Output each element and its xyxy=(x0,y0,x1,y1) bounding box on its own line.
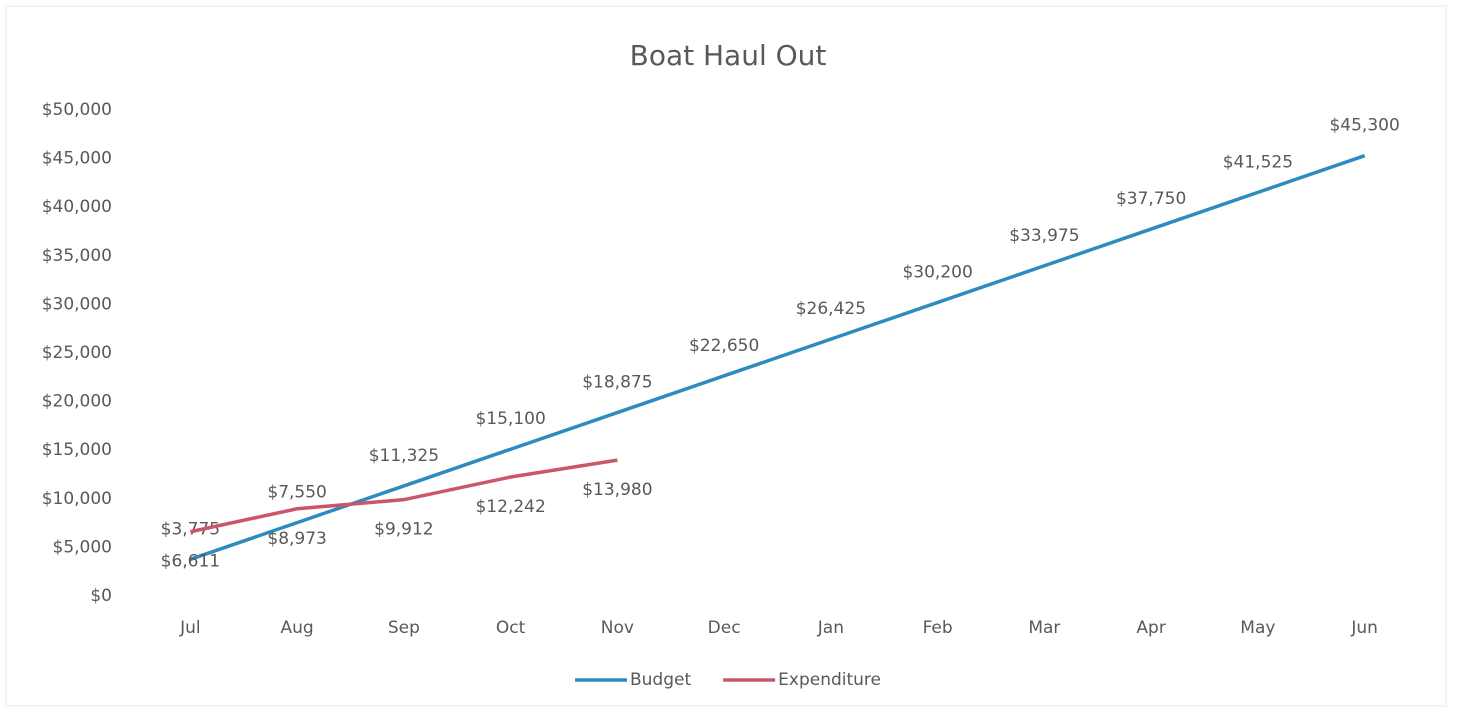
data-label: $30,200 xyxy=(902,262,972,282)
y-tick-label: $25,000 xyxy=(42,343,112,363)
y-tick-label: $50,000 xyxy=(42,100,112,120)
data-label: $12,242 xyxy=(475,497,545,517)
x-tick-label: Dec xyxy=(708,618,741,638)
y-tick-label: $40,000 xyxy=(42,197,112,217)
y-tick-label: $20,000 xyxy=(42,392,112,412)
data-label: $18,875 xyxy=(582,373,652,393)
line-budget xyxy=(189,154,1366,561)
data-label: $22,650 xyxy=(689,336,759,356)
legend-label: Expenditure xyxy=(778,670,881,690)
line-expenditure xyxy=(190,458,618,534)
x-tick-label: Nov xyxy=(601,618,634,638)
x-tick-label: May xyxy=(1240,618,1275,638)
x-tick-label: Jan xyxy=(817,618,844,638)
x-tick-label: Oct xyxy=(496,618,526,638)
data-label: $7,550 xyxy=(267,483,326,503)
data-label: $3,775 xyxy=(161,519,220,539)
y-tick-label: $45,000 xyxy=(42,149,112,169)
x-tick-label: Apr xyxy=(1136,618,1165,638)
data-label: $45,300 xyxy=(1329,116,1399,136)
data-label: $41,525 xyxy=(1223,152,1293,172)
legend-label: Budget xyxy=(630,670,691,690)
data-label: $8,973 xyxy=(267,529,326,549)
x-tick-label: Jun xyxy=(1350,618,1378,638)
data-label: $6,611 xyxy=(161,552,220,572)
x-tick-label: Jul xyxy=(179,618,201,638)
x-tick-label: Aug xyxy=(281,618,314,638)
y-tick-label: $5,000 xyxy=(53,537,112,557)
chart-frame xyxy=(5,5,1447,707)
chart-title: Boat Haul Out xyxy=(630,39,827,72)
y-tick-label: $10,000 xyxy=(42,489,112,509)
y-tick-label: $35,000 xyxy=(42,246,112,266)
data-label: $33,975 xyxy=(1009,226,1079,246)
x-tick-label: Feb xyxy=(923,618,953,638)
data-label: $13,980 xyxy=(582,480,652,500)
data-label: $15,100 xyxy=(475,409,545,429)
data-label: $37,750 xyxy=(1116,189,1186,209)
data-label: $9,912 xyxy=(374,520,433,540)
y-tick-label: $15,000 xyxy=(42,440,112,460)
data-label: $11,325 xyxy=(369,446,439,466)
x-tick-label: Sep xyxy=(388,618,420,638)
y-tick-label: $0 xyxy=(90,586,112,606)
y-tick-label: $30,000 xyxy=(42,294,112,314)
data-label: $26,425 xyxy=(796,299,866,319)
x-tick-label: Mar xyxy=(1028,618,1060,638)
